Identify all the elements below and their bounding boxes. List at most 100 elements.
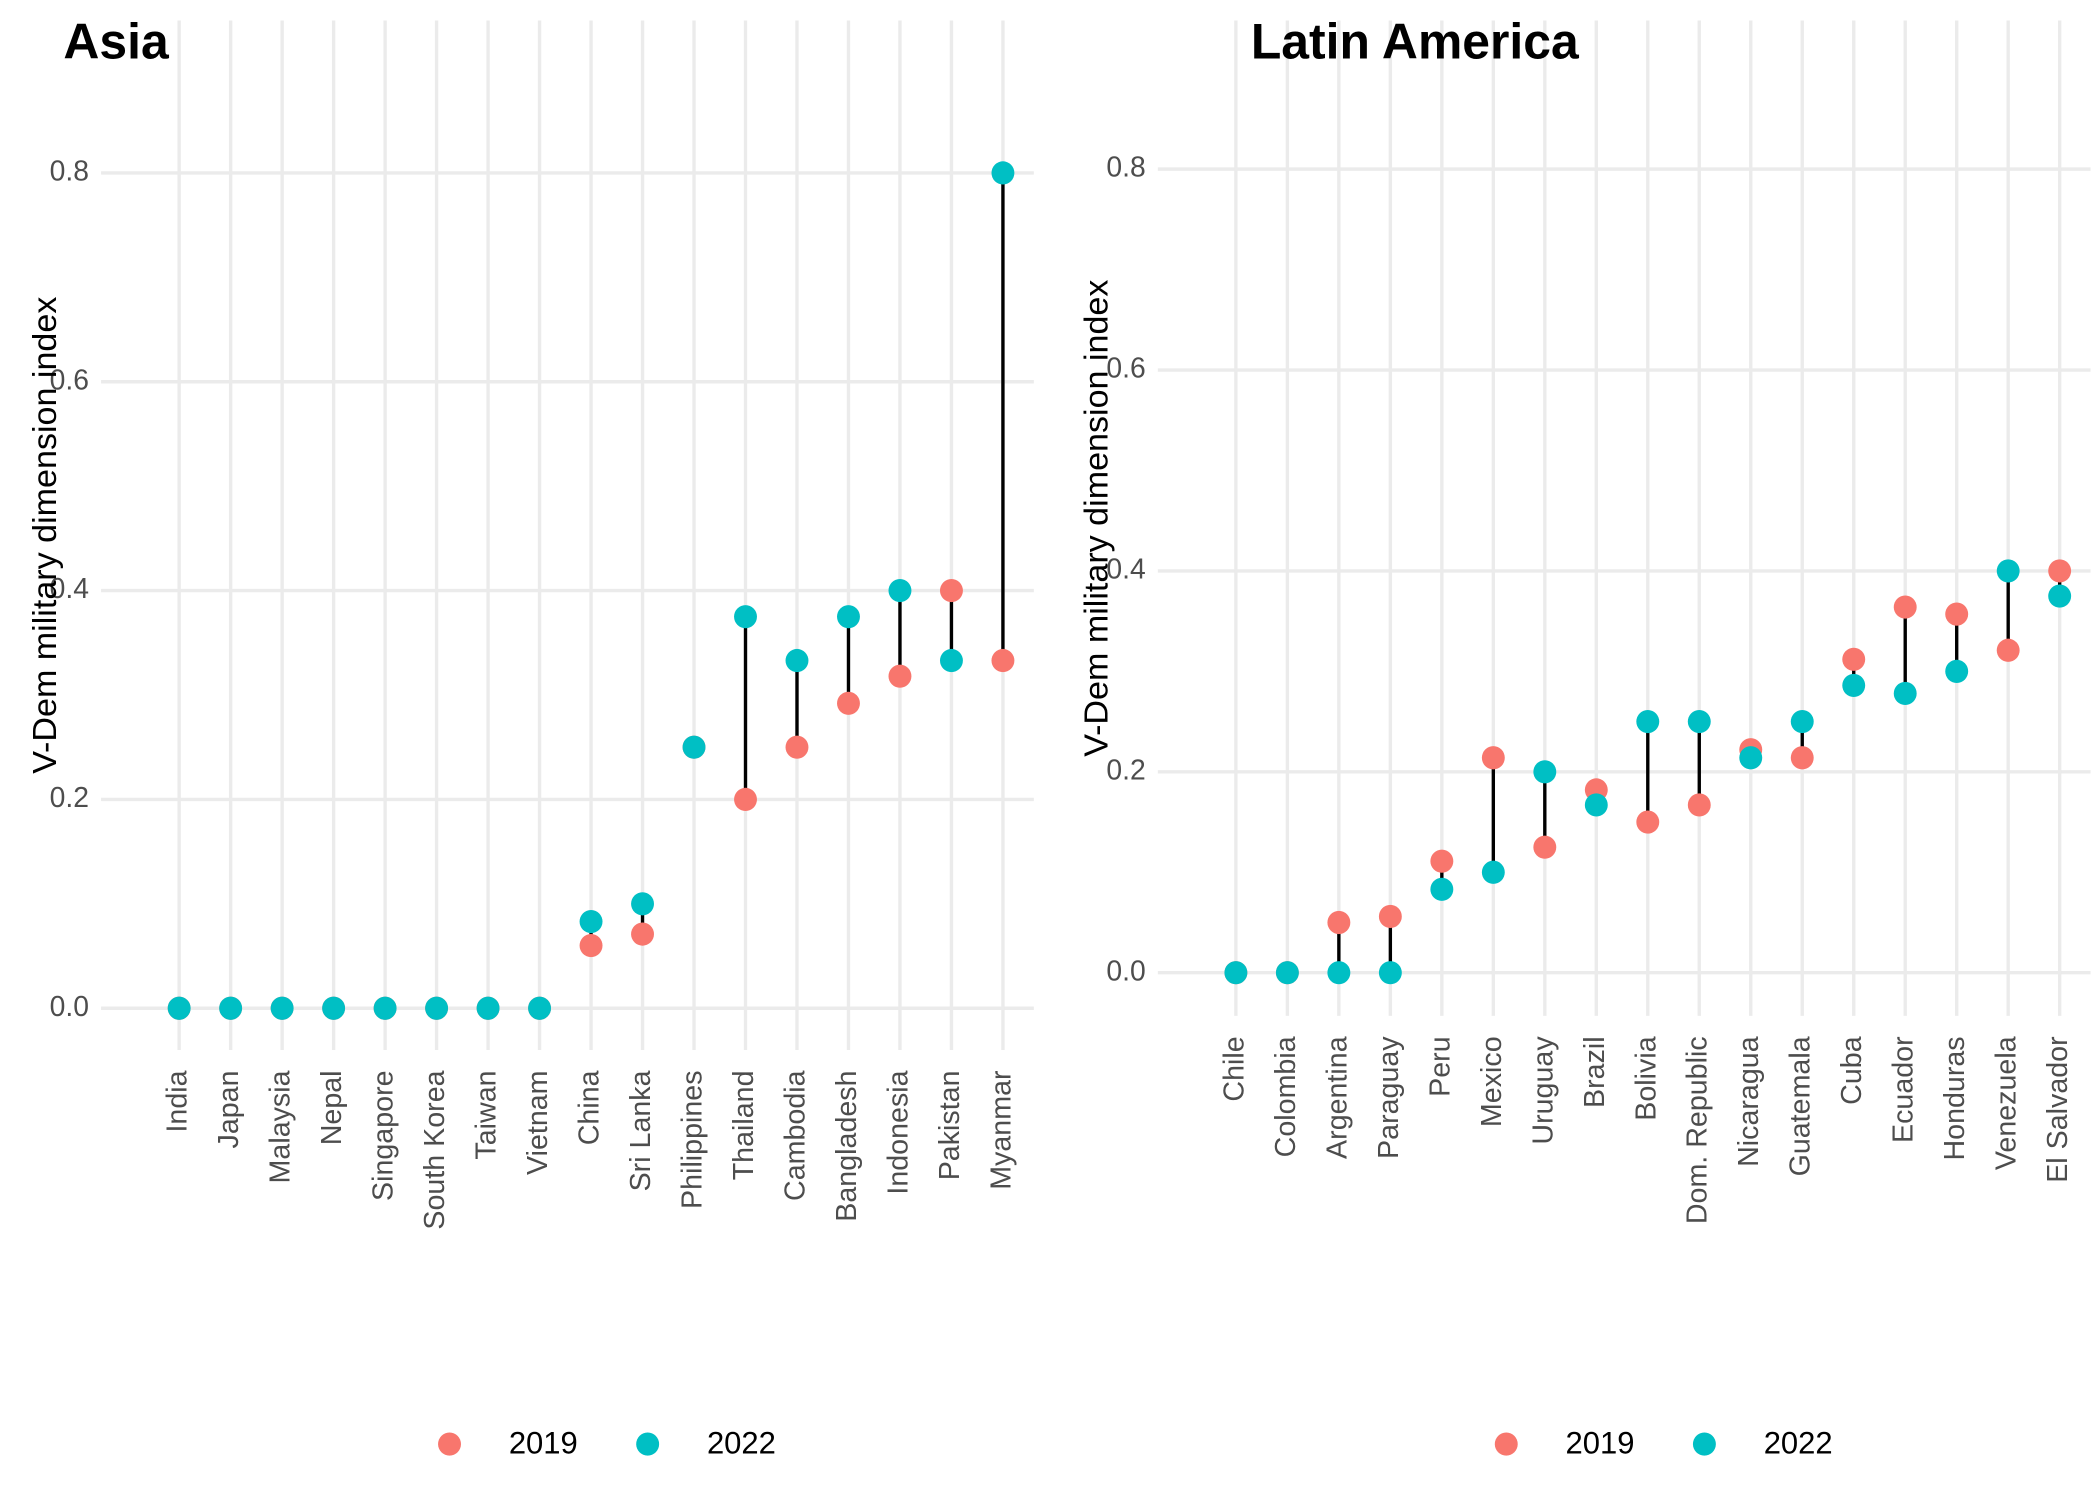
dot xyxy=(2048,584,2072,608)
x-tick-label: Argentina xyxy=(1321,1036,1353,1159)
dot xyxy=(1893,595,1917,619)
dot xyxy=(476,996,500,1020)
dot xyxy=(1996,559,2020,583)
x-tick-label: Philippines xyxy=(677,1070,709,1208)
dot xyxy=(1739,746,1763,770)
dot xyxy=(1378,904,1402,929)
dot xyxy=(991,648,1015,673)
x-tick-label: Ecuador xyxy=(1888,1036,1920,1143)
dot xyxy=(888,578,912,603)
x-tick-label: Cambodia xyxy=(780,1070,812,1201)
x-tick-label: Uruguay xyxy=(1527,1036,1559,1145)
dot xyxy=(1481,860,1505,884)
dot xyxy=(785,648,809,673)
dot xyxy=(1790,710,1814,734)
dot xyxy=(1378,961,1402,985)
x-tick-label: Mexico xyxy=(1476,1036,1508,1127)
y-tick-label: 0.8 xyxy=(1106,152,1145,184)
dot xyxy=(1430,877,1454,901)
x-tick-label: Paraguay xyxy=(1373,1036,1405,1159)
legend-label: 2022 xyxy=(707,1426,776,1461)
legend-marker xyxy=(636,1432,660,1456)
x-tick-label: Bolivia xyxy=(1630,1036,1662,1121)
dot xyxy=(2048,559,2072,583)
y-tick-label: 0.8 xyxy=(50,155,89,187)
x-tick-label: Guatemala xyxy=(1785,1036,1817,1176)
x-tick-label: Vietnam xyxy=(522,1070,554,1175)
dot xyxy=(631,892,654,916)
legend-label: 2019 xyxy=(1566,1426,1635,1461)
chart-title: Asia xyxy=(63,13,169,69)
x-tick-label: Colombia xyxy=(1270,1036,1302,1157)
x-tick-label: Thailand xyxy=(728,1070,760,1180)
dot xyxy=(1945,602,1969,626)
x-tick-label: Singapore xyxy=(368,1070,400,1201)
legend-label: 2022 xyxy=(1764,1426,1833,1461)
dot xyxy=(631,922,654,946)
x-tick-label: Taiwan xyxy=(471,1070,503,1159)
panel: 0.0 0.2 0.4 0.6 0.8 India Japan Malaysia Nepal Si… xyxy=(26,13,1034,1461)
y-tick-label: 0.4 xyxy=(1106,553,1145,585)
x-tick-label: Venezuela xyxy=(1991,1036,2023,1170)
x-tick-label: Sri Lanka xyxy=(625,1070,657,1191)
legend-label: 2019 xyxy=(509,1426,578,1461)
legend-marker xyxy=(1692,1432,1716,1456)
dot xyxy=(837,691,860,715)
dot xyxy=(270,996,294,1020)
dot xyxy=(1996,638,2020,662)
x-tick-label: Brazil xyxy=(1579,1036,1611,1108)
y-tick-label: 0.4 xyxy=(50,573,89,605)
dot xyxy=(1842,647,1866,671)
dot xyxy=(579,909,603,934)
x-tick-label: Nepal xyxy=(316,1070,348,1145)
x-tick-label: Nicaragua xyxy=(1733,1036,1765,1167)
dot xyxy=(734,787,757,811)
dot xyxy=(837,605,860,629)
panel: 0.0 0.2 0.4 0.6 0.8 Chile Colombia Argentina Par… xyxy=(1078,13,2091,1461)
y-tick-label: 0.6 xyxy=(50,364,89,396)
y-tick-label: 0.2 xyxy=(50,782,89,814)
dot xyxy=(1636,710,1660,734)
dot xyxy=(682,735,706,759)
y-tick-label: 0.0 xyxy=(1106,955,1145,987)
y-tick-label: 0.0 xyxy=(50,991,89,1023)
dot xyxy=(734,605,757,629)
dot xyxy=(425,996,449,1020)
dot xyxy=(1945,659,1969,683)
dot xyxy=(219,996,243,1020)
x-tick-label: China xyxy=(574,1070,606,1145)
x-tick-label: Myanmar xyxy=(986,1070,1018,1189)
dot xyxy=(167,996,191,1020)
x-tick-label: Cuba xyxy=(1836,1036,1868,1105)
y-axis-label: V-Dem military dimension index xyxy=(1078,280,1116,757)
dot xyxy=(1687,710,1711,734)
x-tick-label: Pakistan xyxy=(934,1070,966,1180)
x-tick-label: Bangladesh xyxy=(831,1070,863,1221)
dot xyxy=(1327,910,1351,935)
dot xyxy=(1327,961,1351,985)
dot xyxy=(1893,681,1917,706)
x-tick-label: El Salvador xyxy=(2042,1036,2074,1182)
dot xyxy=(785,735,809,759)
dot xyxy=(1790,746,1814,770)
dot xyxy=(991,161,1015,185)
x-tick-label: Indonesia xyxy=(883,1070,915,1194)
dot xyxy=(1224,961,1248,985)
x-tick-label: Japan xyxy=(213,1070,245,1148)
x-tick-label: Chile xyxy=(1219,1036,1251,1101)
x-tick-label: Dom. Republic xyxy=(1682,1036,1714,1224)
dot xyxy=(1430,849,1454,873)
dot xyxy=(1842,673,1866,698)
x-tick-label: Peru xyxy=(1424,1036,1456,1096)
y-tick-label: 0.6 xyxy=(1106,352,1145,384)
dot xyxy=(1275,961,1299,985)
dot xyxy=(579,933,603,958)
x-tick-label: Malaysia xyxy=(265,1070,297,1183)
y-axis-label: V-Dem military dimension index xyxy=(26,297,64,774)
x-tick-label: India xyxy=(162,1070,194,1132)
dot xyxy=(939,648,963,673)
dot xyxy=(1636,810,1660,834)
y-tick-label: 0.2 xyxy=(1106,754,1145,786)
dot xyxy=(939,578,963,603)
